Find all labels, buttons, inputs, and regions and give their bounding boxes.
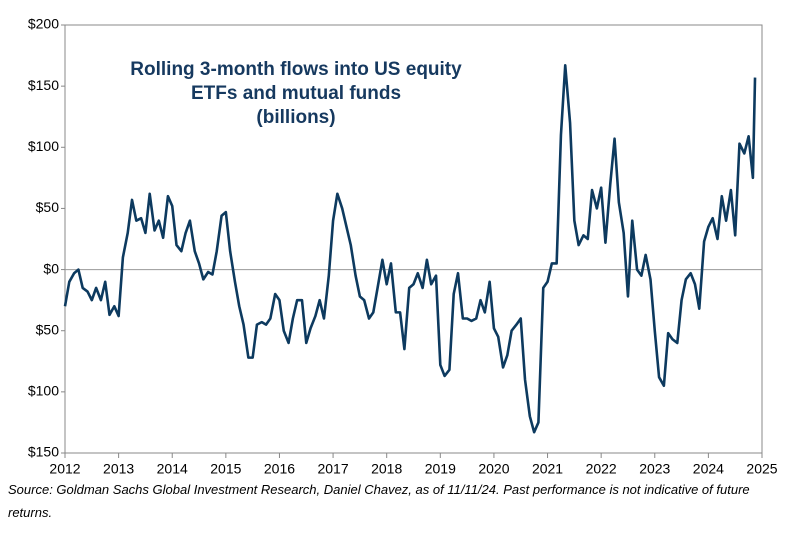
x-tick-label: 2021 <box>532 461 563 477</box>
y-tick-label: $200 <box>28 16 59 32</box>
y-tick-label: $150 <box>28 444 59 460</box>
x-tick-label: 2020 <box>478 461 509 477</box>
chart-title: Rolling 3-month flows into US equity <box>130 59 462 80</box>
y-tick-label: $150 <box>28 77 59 93</box>
x-tick-label: 2012 <box>49 461 80 477</box>
data-line <box>63 64 757 434</box>
x-tick-label: 2024 <box>693 461 724 477</box>
x-tick-label: 2014 <box>157 461 188 477</box>
plot-frame <box>64 24 763 454</box>
y-tick-label: $100 <box>28 383 59 399</box>
x-tick-label: 2025 <box>746 461 777 477</box>
y-tick-label: $100 <box>28 138 59 154</box>
x-tick-label: 2013 <box>103 461 134 477</box>
x-tick-label: 2017 <box>317 461 348 477</box>
y-tick-label: $50 <box>36 199 60 215</box>
x-tick-label: 2019 <box>425 461 456 477</box>
chart-title: ETFs and mutual funds <box>191 83 401 104</box>
x-tick-label: 2022 <box>586 461 617 477</box>
y-tick-label: $50 <box>36 321 60 337</box>
source-note: Source: Goldman Sachs Global Investment … <box>8 482 750 520</box>
x-tick-label: 2016 <box>264 461 295 477</box>
y-tick-label: $0 <box>43 260 59 276</box>
x-tick-label: 2018 <box>371 461 402 477</box>
x-tick-label: 2015 <box>210 461 241 477</box>
chart-title: (billions) <box>256 107 335 128</box>
x-tick-label: 2023 <box>639 461 670 477</box>
